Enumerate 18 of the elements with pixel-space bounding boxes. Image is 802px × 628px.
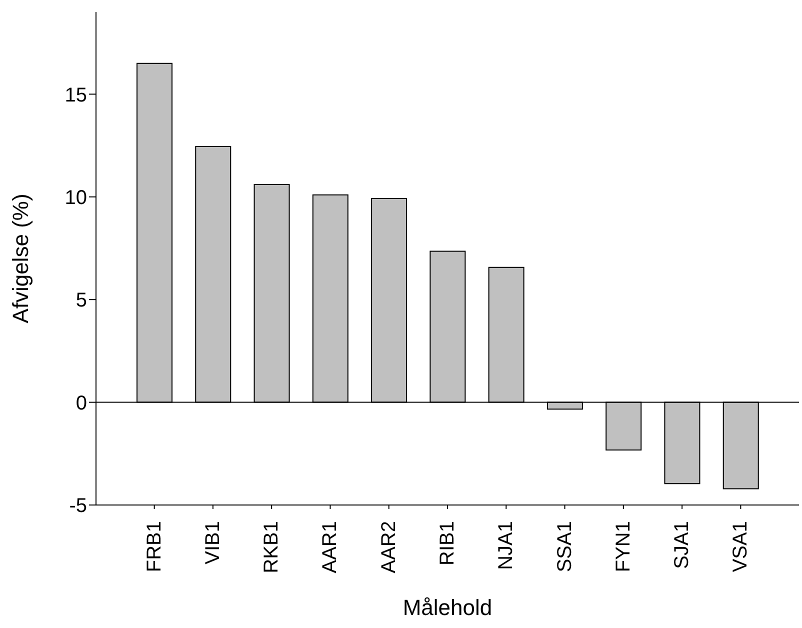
- x-tick-label: AAR1: [319, 521, 342, 574]
- y-tick-label: 0: [76, 392, 87, 414]
- x-tick-label: VSA1: [730, 521, 752, 572]
- x-tick-label: NJA1: [495, 521, 518, 570]
- x-tick-label: SJA1: [671, 521, 694, 569]
- y-tick-label: -5: [69, 495, 87, 518]
- y-tick-label: 5: [76, 290, 87, 312]
- x-tick-label: RKB1: [260, 521, 283, 574]
- x-tick-label: AAR2: [378, 521, 400, 574]
- x-axis-title: Målehold: [402, 595, 492, 620]
- x-tick-label: FYN1: [612, 521, 634, 572]
- x-tick-label: FRB1: [143, 521, 166, 572]
- x-tick-label: VIB1: [202, 521, 224, 564]
- y-tick-label: 10: [64, 186, 87, 209]
- y-axis-title: Afvigelse (%): [8, 194, 33, 324]
- y-tick-label: 15: [64, 84, 87, 106]
- x-tick-label: RIB1: [436, 521, 458, 566]
- x-tick-label: SSA1: [554, 521, 576, 572]
